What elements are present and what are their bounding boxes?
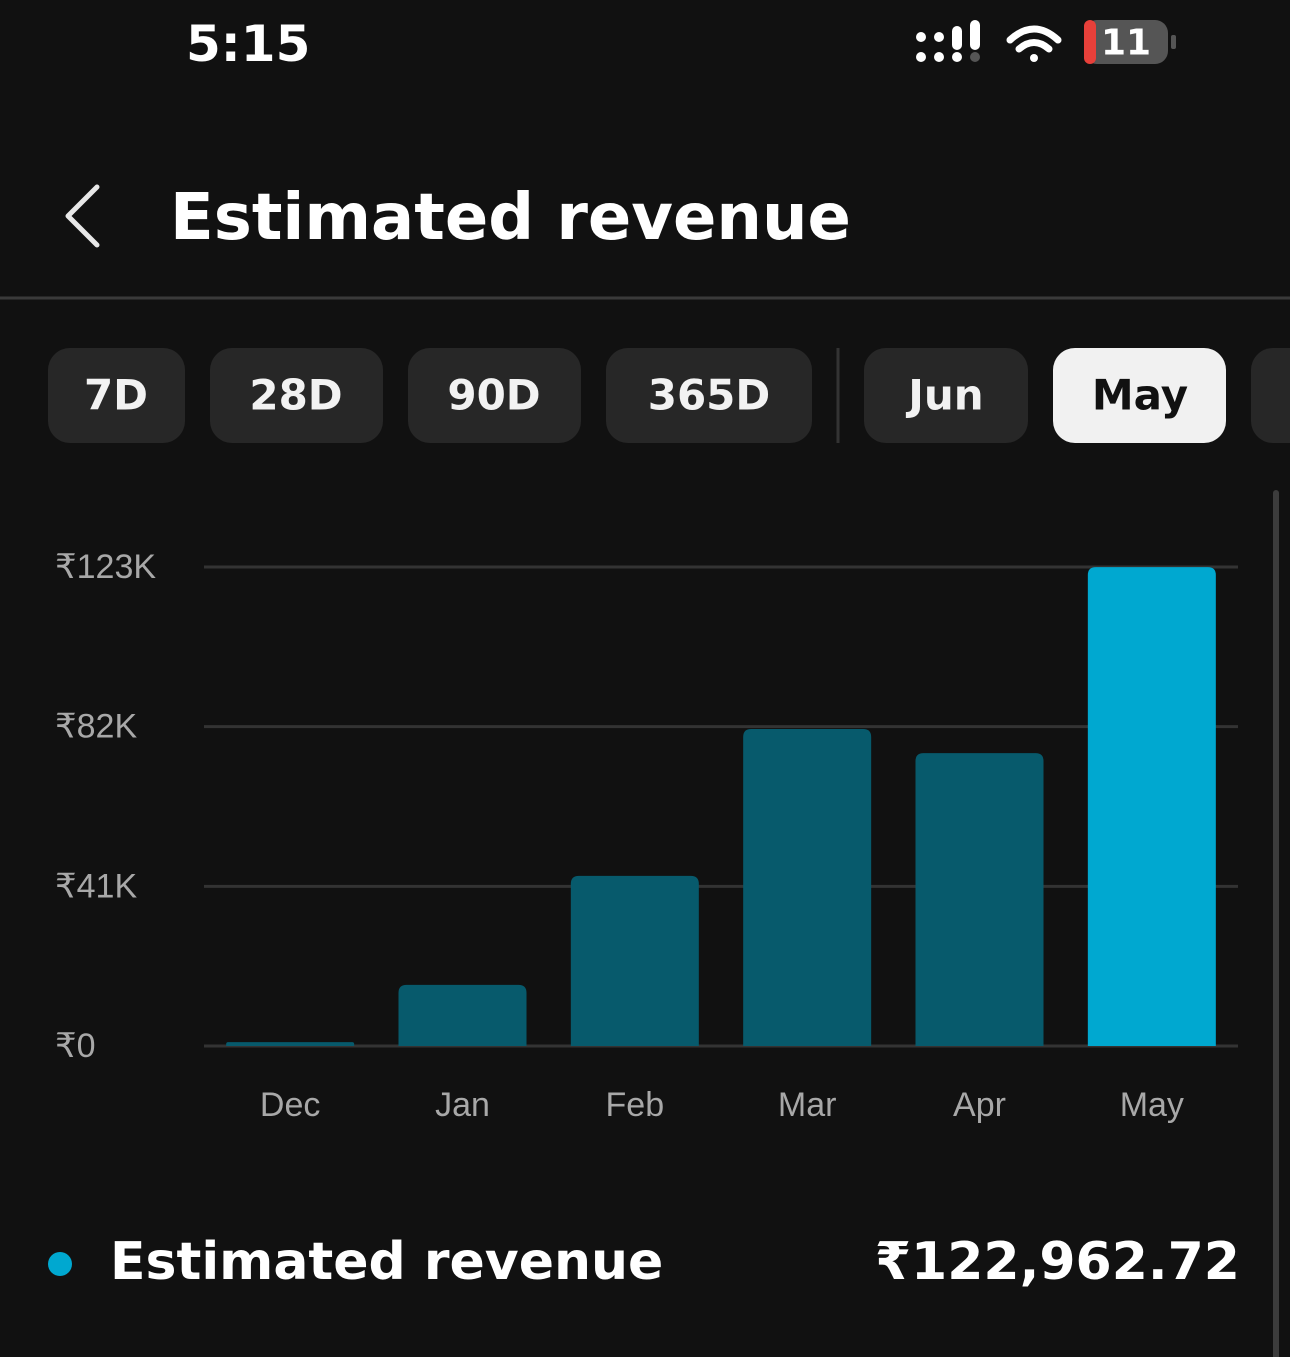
bar bbox=[1087, 567, 1216, 1046]
tab-label: Jun bbox=[905, 371, 983, 420]
y-tick-label: ₹82K bbox=[55, 708, 137, 746]
x-tick-label: Jan bbox=[435, 1086, 490, 1124]
tab-label: 90D bbox=[447, 371, 540, 420]
tab[interactable]: 7D bbox=[48, 348, 185, 443]
tab[interactable]: Jun bbox=[864, 348, 1028, 443]
bar bbox=[743, 729, 872, 1046]
tab-label: May bbox=[1092, 371, 1188, 420]
y-tick-label: ₹123K bbox=[55, 548, 156, 586]
tab[interactable]: 28D bbox=[210, 348, 383, 443]
scrollbar bbox=[1273, 490, 1279, 1357]
x-tick-label: Dec bbox=[260, 1086, 320, 1124]
tab[interactable]: 365D bbox=[606, 348, 812, 443]
tab-selected[interactable]: May bbox=[1053, 348, 1226, 443]
y-tick-label: ₹41K bbox=[55, 867, 137, 905]
legend-dot bbox=[48, 1252, 72, 1276]
x-tick-label: May bbox=[1120, 1086, 1184, 1124]
tab-label: 365D bbox=[648, 371, 771, 420]
x-tick-label: Apr bbox=[953, 1086, 1006, 1124]
page-title: Estimated revenue bbox=[170, 181, 851, 255]
battery-level: 11 bbox=[1101, 23, 1151, 64]
wifi-icon bbox=[1006, 25, 1062, 62]
bar bbox=[570, 875, 699, 1046]
summary-label: Estimated revenue bbox=[110, 1232, 663, 1292]
chart: ₹0 ₹41K ₹82K ₹123K Dec Jan Feb Mar Apr May bbox=[55, 548, 1238, 1124]
back-button[interactable] bbox=[65, 184, 100, 248]
battery-icon: 11 bbox=[1084, 20, 1176, 64]
tab[interactable]: 90D bbox=[408, 348, 581, 443]
tab-label: 28D bbox=[249, 371, 342, 420]
tab-partial[interactable] bbox=[1251, 348, 1290, 443]
tab-label: 7D bbox=[84, 371, 148, 420]
x-tick-label: Mar bbox=[778, 1086, 837, 1124]
status-time: 5:15 bbox=[186, 15, 310, 73]
y-tick-label: ₹0 bbox=[55, 1027, 96, 1065]
bar bbox=[226, 1042, 355, 1046]
summary-value: ₹122,962.72 bbox=[875, 1232, 1240, 1292]
x-tick-label: Feb bbox=[606, 1086, 665, 1124]
bar bbox=[398, 984, 527, 1046]
bar bbox=[915, 753, 1044, 1046]
signal-icon bbox=[916, 20, 980, 62]
